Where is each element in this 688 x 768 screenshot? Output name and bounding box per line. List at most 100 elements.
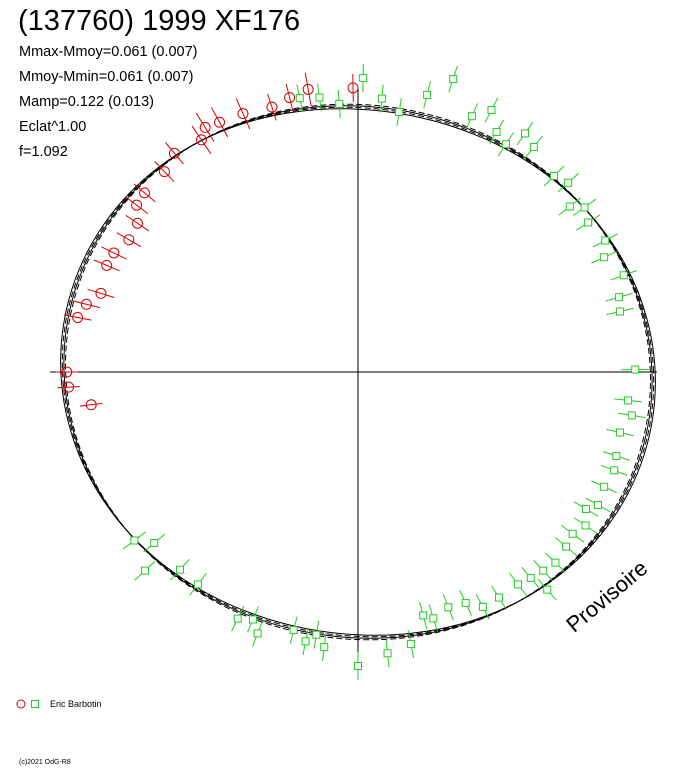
red-circle-point-12 — [131, 217, 143, 229]
green-square-point-11 — [521, 129, 530, 138]
green-square-point-38 — [526, 573, 535, 582]
green-square-point-37 — [539, 566, 548, 575]
data-markers — [55, 64, 650, 680]
green-square-point-33 — [581, 521, 590, 530]
green-square-point-4 — [359, 74, 368, 83]
red-circle-point-1-errorbar — [304, 72, 312, 106]
green-square-point-53 — [289, 626, 298, 635]
green-square-point-5 — [335, 99, 344, 108]
stat-eclat: Eclat^1.00 — [19, 119, 87, 135]
green-square-point-32 — [582, 505, 591, 514]
green-square-point-59 — [141, 566, 150, 575]
red-circle-point-17-errorbar — [72, 300, 101, 309]
green-square-point-51 — [312, 630, 321, 639]
green-square-point-57 — [193, 580, 202, 589]
red-circle-point-19 — [61, 366, 73, 378]
chart-title: (137760) 1999 XF176 — [18, 5, 301, 37]
green-square-point-3 — [377, 94, 386, 103]
red-circle-point-6-errorbar — [195, 112, 215, 142]
green-square-point-20 — [600, 253, 609, 262]
green-square-point-54 — [253, 629, 262, 638]
red-circle-point-2-errorbar — [285, 83, 294, 112]
red-circle-marker-icon — [16, 699, 26, 709]
red-circle-point-14-errorbar — [101, 246, 127, 260]
green-square-point-61 — [130, 536, 139, 545]
green-square-point-10 — [492, 127, 501, 136]
green-square-point-52 — [301, 637, 310, 646]
copyright-footer: (c)2021 OdG-R8 — [19, 759, 71, 766]
red-circle-point-10 — [139, 187, 151, 199]
red-circle-point-3-errorbar — [267, 93, 277, 121]
green-square-point-60 — [150, 538, 159, 547]
stat-mmoy-mmin: Mmoy-Mmin=0.061 (0.007) — [19, 69, 194, 85]
red-circle-point-21 — [85, 399, 97, 411]
green-square-point-50 — [320, 643, 329, 652]
green-square-point-25 — [624, 396, 633, 405]
red-circle-point-17 — [80, 298, 92, 310]
green-square-point-9 — [467, 112, 476, 121]
red-circle-point-16-errorbar — [87, 288, 115, 298]
red-circle-point-4-errorbar — [235, 98, 251, 130]
red-circle-point-0 — [347, 82, 359, 94]
red-circle-point-3 — [266, 101, 278, 113]
green-square-point-6 — [315, 93, 324, 102]
red-circle-point-4 — [237, 108, 249, 120]
green-square-marker-icon — [31, 700, 39, 708]
green-square-point-42 — [478, 602, 487, 611]
green-square-point-13 — [529, 142, 538, 151]
red-circle-point-7 — [195, 134, 207, 146]
green-square-point-18 — [584, 218, 593, 227]
green-square-point-2 — [395, 108, 404, 117]
green-square-point-30 — [600, 482, 609, 491]
green-square-point-7 — [295, 94, 304, 103]
green-square-point-49 — [354, 662, 362, 670]
red-circle-point-11 — [131, 199, 143, 211]
red-circle-point-10-errorbar — [133, 183, 156, 203]
red-circle-point-20-errorbar — [57, 386, 80, 389]
green-square-point-12 — [501, 140, 510, 149]
green-square-point-26 — [627, 411, 636, 420]
red-circle-point-18-errorbar — [63, 314, 92, 321]
red-circle-point-6 — [199, 121, 211, 133]
legend-label: Eric Barbotin — [50, 699, 102, 709]
green-square-point-58 — [176, 565, 185, 574]
red-circle-point-5 — [214, 116, 226, 128]
green-square-point-46 — [419, 611, 428, 620]
red-circle-point-8-errorbar — [165, 142, 184, 165]
red-circle-point-9-errorbar — [154, 161, 175, 183]
green-square-point-14 — [550, 171, 559, 180]
red-circle-point-21-errorbar — [80, 402, 103, 407]
green-square-point-0 — [449, 75, 458, 84]
green-square-point-21 — [619, 271, 628, 280]
red-circle-point-5-errorbar — [210, 107, 229, 138]
red-circle-point-2 — [284, 92, 296, 104]
red-circle-point-15 — [101, 259, 113, 271]
green-square-point-1 — [423, 90, 432, 99]
green-square-point-48 — [383, 649, 392, 658]
green-square-point-41 — [494, 593, 503, 602]
red-circle-point-7-errorbar — [191, 125, 212, 155]
green-square-point-47 — [406, 640, 415, 649]
green-square-point-39 — [543, 585, 552, 594]
red-circle-point-14 — [108, 247, 120, 259]
green-square-point-36 — [551, 558, 560, 567]
stat-mamp: Mamp=0.122 (0.013) — [19, 94, 155, 110]
green-square-point-45 — [429, 614, 438, 623]
green-square-point-44 — [444, 603, 453, 612]
green-square-point-56 — [233, 614, 242, 623]
red-circle-point-12-errorbar — [125, 215, 150, 232]
green-square-point-34 — [568, 529, 577, 538]
red-circle-point-20 — [63, 381, 75, 393]
green-square-point-35 — [562, 542, 571, 551]
green-square-point-40 — [514, 580, 523, 589]
green-square-point-28 — [612, 451, 621, 460]
red-circle-point-9 — [158, 166, 170, 178]
green-square-point-31 — [593, 501, 602, 510]
red-circle-point-13 — [123, 234, 135, 246]
green-square-point-29 — [610, 466, 619, 475]
green-square-point-19 — [601, 236, 610, 245]
green-square-point-22 — [615, 293, 624, 302]
red-circle-point-1 — [302, 83, 314, 95]
legend: Eric Barbotin — [16, 699, 102, 709]
